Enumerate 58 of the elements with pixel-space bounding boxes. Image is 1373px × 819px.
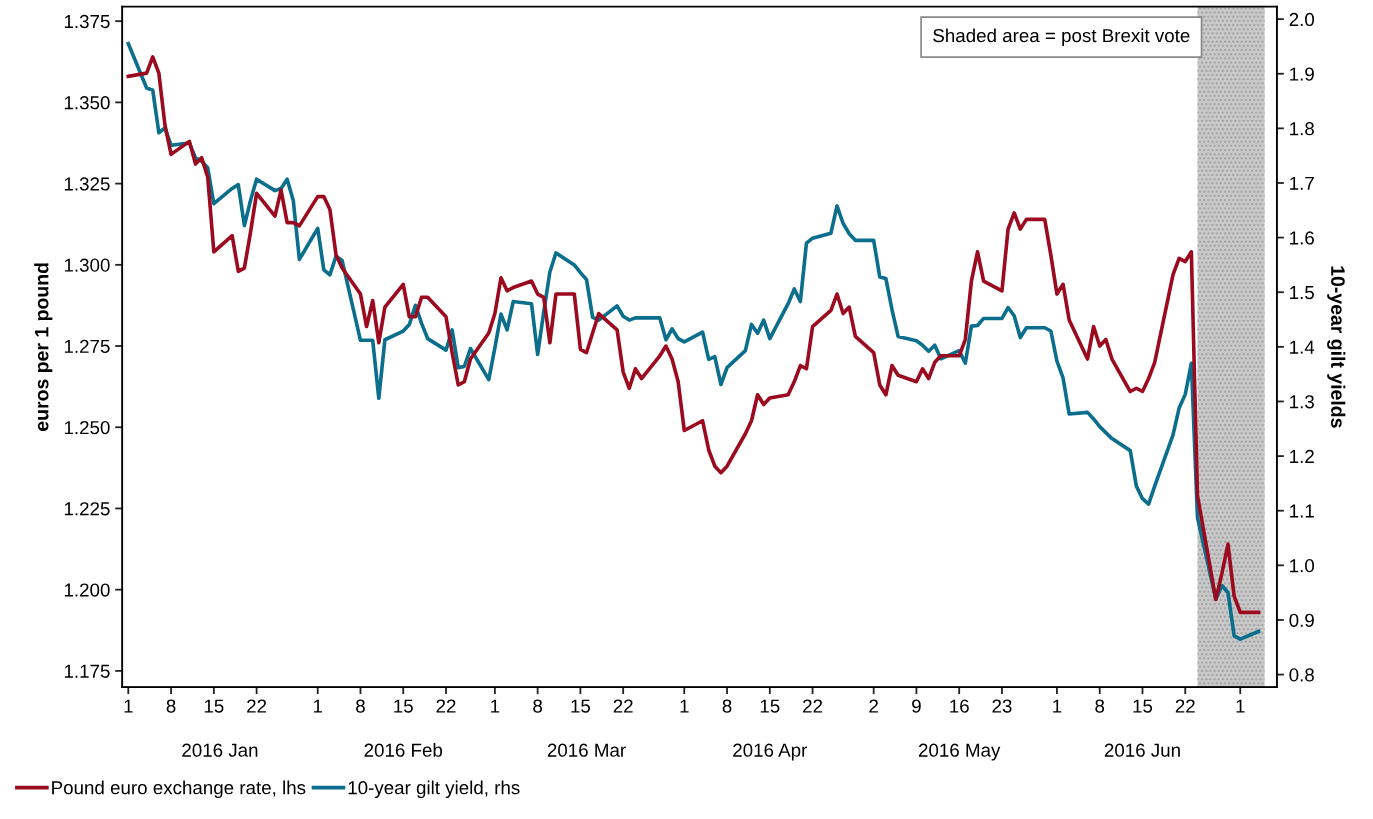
y-tick-label: 1.300	[64, 258, 110, 272]
x2-tick-label: 2016 Apr	[733, 743, 808, 761]
y2-tick-label: 1.8	[1290, 122, 1314, 136]
x2-tick-label: 2016 Jan	[182, 743, 258, 757]
y2-tick-label: 1.3	[1290, 395, 1314, 409]
x-tick-label: 1	[491, 699, 500, 713]
x2-tick-label: 2016 Mar	[547, 743, 626, 757]
x-tick-label: 8	[533, 699, 543, 713]
y-tick-label: 1.350	[64, 96, 110, 110]
x-tick-label: 16	[950, 699, 969, 713]
legend-label: 10-year gilt yield, rhs	[348, 780, 520, 799]
x-tick-label: 8	[1095, 699, 1105, 713]
y-tick-label: 1.375	[64, 14, 110, 29]
x-tick-label: 15	[394, 699, 413, 713]
y2-tick-label: 1.9	[1290, 67, 1314, 81]
x-tick-label: 22	[613, 699, 633, 713]
y2-tick-label: 1.1	[1290, 504, 1314, 518]
y2-tick-label: 1.6	[1290, 231, 1314, 245]
y-tick-label: 1.200	[64, 583, 110, 597]
x-tick-label: 1	[680, 699, 689, 713]
x-tick-label: 22	[803, 699, 823, 713]
y-tick-label: 1.175	[64, 664, 110, 678]
y-tick-label: 1.225	[64, 502, 110, 516]
y2-tick-label: 1.5	[1290, 286, 1314, 300]
x-tick-label: 1	[124, 699, 133, 713]
x-tick-label: 22	[436, 699, 456, 713]
x-tick-label: 23	[992, 699, 1012, 713]
x2-tick-label: 2016 May	[918, 743, 1001, 761]
x-tick-label: 15	[204, 699, 224, 713]
y2-tick-label: 1.0	[1290, 559, 1315, 573]
x2-tick-label: 2016 Feb	[364, 743, 443, 757]
x-tick-label: 22	[247, 699, 267, 713]
y-tick-label: 1.325	[64, 177, 110, 191]
y-tick-label: 1.275	[64, 339, 110, 354]
y-tick-label: 1.250	[64, 420, 110, 435]
x-tick-label: 2	[869, 699, 878, 713]
x-tick-label: 1	[313, 699, 322, 713]
y-axis-title: euros per 1 pound	[34, 263, 53, 431]
y2-axis-title: 10-year gilt yields	[1327, 266, 1346, 428]
legend-label: Pound euro exchange rate, lhs	[52, 780, 306, 799]
x-tick-label: 8	[356, 699, 365, 713]
x-tick-label: 9	[912, 699, 921, 713]
x-tick-label: 15	[760, 699, 780, 713]
y2-tick-label: 1.7	[1290, 176, 1314, 190]
y2-tick-label: 1.4	[1290, 340, 1315, 354]
y2-tick-label: 1.2	[1290, 449, 1314, 463]
y2-tick-label: 2.0	[1289, 12, 1315, 27]
x2-tick-label: 2016 Jun	[1104, 743, 1180, 757]
x-tick-label: 1	[1053, 699, 1062, 713]
y2-tick-label: 0.8	[1289, 668, 1314, 682]
x-tick-label: 15	[1133, 699, 1153, 713]
x-tick-label: 8	[166, 699, 176, 713]
x-tick-label: 22	[1175, 699, 1195, 713]
y2-tick-label: 0.9	[1289, 613, 1314, 627]
x-tick-label: 8	[722, 699, 732, 713]
x-tick-label: 15	[571, 699, 591, 713]
annotation: Shaded area = post Brexit vote	[933, 28, 1190, 46]
x-tick-label: 1	[1236, 699, 1245, 713]
